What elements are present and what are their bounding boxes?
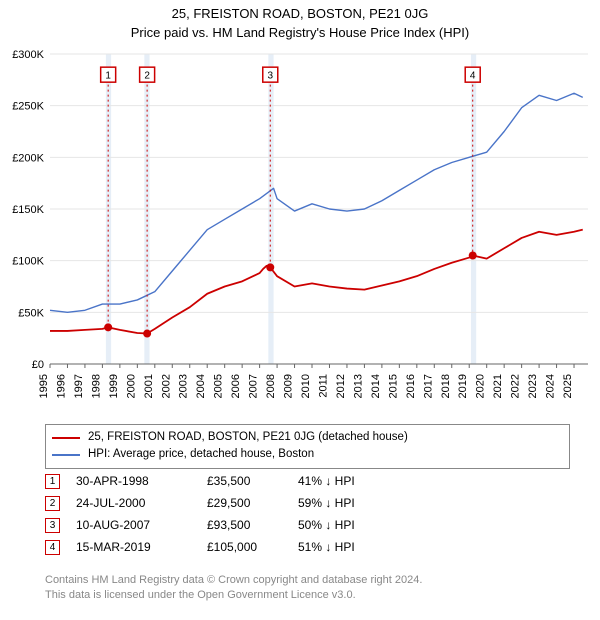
chart-title-address: 25, FREISTON ROAD, BOSTON, PE21 0JG [10,6,590,21]
marker-dot [104,323,112,331]
sale-date: 24-JUL-2000 [76,496,191,510]
legend-entry: 25, FREISTON ROAD, BOSTON, PE21 0JG (det… [52,429,563,446]
x-tick-label: 2011 [317,374,329,398]
y-tick-label: £250K [12,101,44,113]
x-tick-label: 2002 [160,374,172,398]
sale-row: 3 10-AUG-2007 £93,500 50% ↓ HPI [45,514,465,536]
sale-price: £35,500 [207,474,282,488]
x-tick-label: 2003 [178,374,190,398]
sale-badge: 4 [45,540,60,555]
x-tick-label: 2017 [422,374,434,398]
x-tick-label: 1995 [38,374,50,398]
y-tick-label: £150K [12,204,44,216]
sale-price: £93,500 [207,518,282,532]
line-chart: £0 £50K £100K £150K £200K £250K £300K 1995 1996 1… [0,46,600,416]
chart-title-sub: Price paid vs. HM Land Registry's House … [10,25,590,40]
footer-line1: Contains HM Land Registry data © Crown c… [45,573,422,587]
legend-swatch [52,454,80,456]
x-tick-label: 2001 [143,374,155,398]
marker-badge-number: 2 [144,71,150,82]
y-tick-label: £300K [12,49,44,61]
x-tick-label: 2010 [300,374,312,398]
x-tick-label: 2014 [370,374,382,398]
x-tick-label: 2021 [492,374,504,398]
sale-hpi-diff: 50% ↓ HPI [298,518,398,532]
x-tick-label: 2005 [213,374,225,398]
x-tick-label: 2007 [248,374,260,398]
legend-swatch [52,437,80,439]
x-tick-label: 2015 [387,374,399,398]
y-tick-label: £200K [12,152,44,164]
sale-row: 4 15-MAR-2019 £105,000 51% ↓ HPI [45,536,465,558]
sale-row: 2 24-JUL-2000 £29,500 59% ↓ HPI [45,492,465,514]
sale-date: 15-MAR-2019 [76,540,191,554]
x-tick-label: 1997 [73,374,85,398]
sale-date: 30-APR-1998 [76,474,191,488]
x-tick-label: 2000 [125,374,137,398]
sales-table: 1 30-APR-1998 £35,500 41% ↓ HPI 2 24-JUL-2000… [45,470,465,558]
y-tick-label: £100K [12,256,44,268]
x-tick-label: 2025 [562,374,574,398]
marker-dot [143,330,151,338]
chart-titles: 25, FREISTON ROAD, BOSTON, PE21 0JG Pric… [0,0,600,42]
x-tick-label: 2022 [510,374,522,398]
marker-badge-number: 4 [470,71,476,82]
x-tick-label: 1998 [90,374,102,398]
sale-hpi-diff: 51% ↓ HPI [298,540,398,554]
x-tick-label: 2018 [440,374,452,398]
x-tick-label: 2023 [527,374,539,398]
sale-hpi-diff: 41% ↓ HPI [298,474,398,488]
legend-label: 25, FREISTON ROAD, BOSTON, PE21 0JG (det… [88,429,408,446]
y-tick-label: £0 [32,359,44,371]
marker-dot [469,252,477,260]
x-tick-label: 2006 [230,374,242,398]
sale-row: 1 30-APR-1998 £35,500 41% ↓ HPI [45,470,465,492]
x-tick-label: 2008 [265,374,277,398]
x-tick-label: 1999 [108,374,120,398]
marker-dot [266,263,274,271]
sale-date: 10-AUG-2007 [76,518,191,532]
x-tick-label: 2009 [283,374,295,398]
x-tick-label: 2019 [457,374,469,398]
legend-label: HPI: Average price, detached house, Bost… [88,446,314,463]
sale-badge: 3 [45,518,60,533]
x-tick-label: 2013 [352,374,364,398]
x-tick-label: 2020 [475,374,487,398]
legend: 25, FREISTON ROAD, BOSTON, PE21 0JG (det… [45,424,570,469]
sale-price: £105,000 [207,540,282,554]
x-tick-label: 2012 [335,374,347,398]
chart-area: £0 £50K £100K £150K £200K £250K £300K 1995 1996 1… [0,46,600,416]
sale-hpi-diff: 59% ↓ HPI [298,496,398,510]
x-tick-label: 2024 [545,374,557,398]
sale-badge: 1 [45,474,60,489]
y-tick-label: £50K [18,307,44,319]
legend-entry: HPI: Average price, detached house, Bost… [52,446,563,463]
x-tick-label: 2004 [195,374,207,398]
footer-line2: This data is licensed under the Open Gov… [45,588,422,602]
sale-badge: 2 [45,496,60,511]
sale-price: £29,500 [207,496,282,510]
x-tick-label: 1996 [55,374,67,398]
marker-badge-number: 3 [267,71,273,82]
footer-attribution: Contains HM Land Registry data © Crown c… [45,573,422,602]
marker-badge-number: 1 [105,71,111,82]
x-tick-label: 2016 [405,374,417,398]
